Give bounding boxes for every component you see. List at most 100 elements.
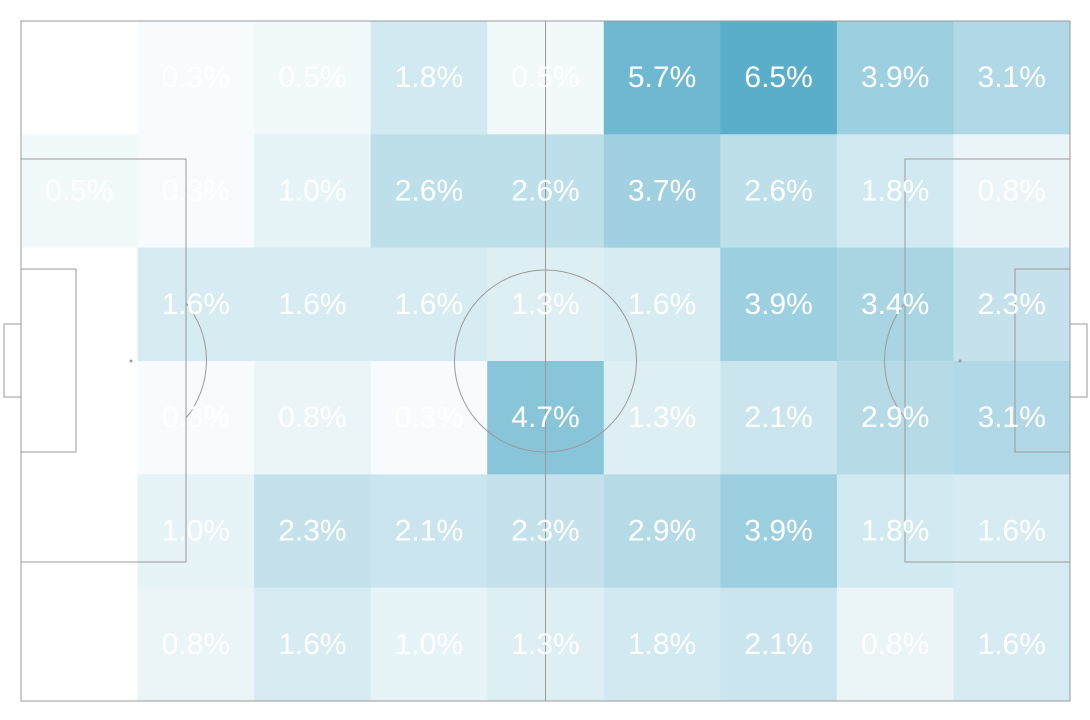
heatmap-label-r4-c6: 3.9% xyxy=(744,515,812,548)
heatmap-cell-r2-c6 xyxy=(720,247,838,362)
heatmap-label-r2-c2: 1.6% xyxy=(278,288,346,321)
heatmap-cell-r1-c8 xyxy=(953,134,1071,249)
heatmap-labels: 0.3% 0.5% 1.8% 0.5% 5.7% 6.5% 3.9% 3.1% 0.5% 0.3%… xyxy=(45,61,1046,661)
heatmap-label-r0-c2: 0.5% xyxy=(278,61,346,94)
heatmap-cell-r1-c7 xyxy=(836,134,954,249)
heatmap-cell-r3-c1 xyxy=(137,361,255,475)
heatmap-cell-r3-c5 xyxy=(603,361,721,475)
heatmap-label-r2-c7: 3.4% xyxy=(861,288,929,321)
heatmap-label-r1-c0: 0.5% xyxy=(45,175,113,208)
heatmap-label-r0-c5: 5.7% xyxy=(628,61,696,94)
heatmap-cell-r2-c2 xyxy=(254,247,372,362)
heatmap-cell-r2-c3 xyxy=(370,247,488,362)
heatmap-label-r2-c1: 1.6% xyxy=(162,288,230,321)
heatmap-cell-r5-c1 xyxy=(137,587,255,702)
heatmap-cell-r0-c7 xyxy=(836,21,954,135)
heatmap-cell-r0-c8 xyxy=(953,21,1071,135)
heatmap-label-r1-c6: 2.6% xyxy=(744,175,812,208)
heatmap-cell-r2-c5 xyxy=(603,247,721,362)
center-circle xyxy=(454,269,637,453)
heatmap-cell-r2-c7 xyxy=(836,247,954,362)
heatmap-label-r4-c5: 2.9% xyxy=(628,515,696,548)
heatmap-cell-r3-c6 xyxy=(720,361,838,475)
heatmap-cell-r1-c1 xyxy=(137,134,255,249)
heatmap-label-r5-c8: 1.6% xyxy=(978,628,1046,661)
heatmap-cell-r3-c8 xyxy=(953,361,1071,475)
heatmap-label-r5-c2: 1.6% xyxy=(278,628,346,661)
right-penalty-spot xyxy=(958,359,962,363)
heatmap-label-r1-c7: 1.8% xyxy=(861,175,929,208)
heatmap-cell-r5-c3 xyxy=(370,587,488,702)
heatmap-cell-r1-c3 xyxy=(370,134,488,249)
heatmap-cell-r5-c5 xyxy=(603,587,721,702)
heatmap-cell-r5-c0 xyxy=(21,587,139,702)
heatmap-cell-r2-c1 xyxy=(137,247,255,362)
left-goal xyxy=(3,323,22,398)
heatmap-label-r2-c8: 2.3% xyxy=(978,288,1046,321)
heatmap-label-r0-c3: 1.8% xyxy=(395,61,463,94)
heatmap-cell-r4-c6 xyxy=(720,474,838,589)
heatmap-cell-r5-c6 xyxy=(720,587,838,702)
heatmap-label-r5-c5: 1.8% xyxy=(628,628,696,661)
heatmap-cell-r5-c2 xyxy=(254,587,372,702)
heatmap-label-r4-c2: 2.3% xyxy=(278,515,346,548)
heatmap-cell-r4-c2 xyxy=(254,474,372,589)
heatmap-label-r3-c6: 2.1% xyxy=(744,401,812,434)
heatmap-cell-r4-c3 xyxy=(370,474,488,589)
heatmap-cell-r2-c8 xyxy=(953,247,1071,362)
heatmap-label-r1-c2: 1.0% xyxy=(278,175,346,208)
heatmap-label-r0-c7: 3.9% xyxy=(861,61,929,94)
heatmap-label-r0-c1: 0.3% xyxy=(162,61,230,94)
heatmap-label-r2-c5: 1.6% xyxy=(628,288,696,321)
right-penalty-arc xyxy=(884,302,906,419)
heatmap-label-r3-c5: 1.3% xyxy=(628,401,696,434)
left-penalty-arc xyxy=(185,302,207,419)
pitch-markings xyxy=(3,20,1088,702)
heatmap-cell-r4-c1 xyxy=(137,474,255,589)
heatmap-label-r4-c4: 2.3% xyxy=(511,515,579,548)
heatmap-label-r4-c7: 1.8% xyxy=(861,515,929,548)
heatmap-label-r0-c8: 3.1% xyxy=(978,61,1046,94)
heatmap-label-r1-c5: 3.7% xyxy=(628,175,696,208)
heatmap-label-r3-c4: 4.7% xyxy=(511,401,579,434)
heatmap-label-r1-c8: 0.8% xyxy=(978,175,1046,208)
heatmap-label-r4-c1: 1.0% xyxy=(162,515,230,548)
heatmap-cell-r3-c0 xyxy=(21,361,139,475)
heatmap-cell-r3-c2 xyxy=(254,361,372,475)
heatmap-cell-r5-c7 xyxy=(836,587,954,702)
heatmap-label-r1-c3: 2.6% xyxy=(395,175,463,208)
heatmap-cell-r2-c0 xyxy=(21,247,139,362)
heatmap-label-r5-c6: 2.1% xyxy=(744,628,812,661)
heatmap-label-r4-c8: 1.6% xyxy=(978,515,1046,548)
heatmap-label-r5-c4: 1.3% xyxy=(511,628,579,661)
heatmap-cell-r3-c3 xyxy=(370,361,488,475)
heatmap-cell-r4-c5 xyxy=(603,474,721,589)
heatmap-label-r0-c4: 0.5% xyxy=(511,61,579,94)
heatmap-label-r3-c2: 0.8% xyxy=(278,401,346,434)
heatmap-label-r2-c4: 1.3% xyxy=(511,288,579,321)
heatmap-cell-r1-c2 xyxy=(254,134,372,249)
right-goal xyxy=(1069,323,1088,398)
heatmap-label-r1-c1: 0.3% xyxy=(162,175,230,208)
heatmap-cell-r1-c5 xyxy=(603,134,721,249)
heatmap-cell-r4-c7 xyxy=(836,474,954,589)
heatmap-cell-r4-c0 xyxy=(21,474,139,589)
heatmap-cell-r0-c5 xyxy=(603,21,721,135)
left-penalty-spot xyxy=(129,359,133,363)
heatmap-label-r2-c3: 1.6% xyxy=(395,288,463,321)
heatmap-cell-r0-c1 xyxy=(137,21,255,135)
heatmap-cell-r0-c3 xyxy=(370,21,488,135)
heatmap-cell-r5-c8 xyxy=(953,587,1071,702)
heatmap-label-r5-c1: 0.8% xyxy=(162,628,230,661)
heatmap-cell-r1-c0 xyxy=(21,134,139,249)
heatmap-label-r5-c7: 0.8% xyxy=(861,628,929,661)
heatmap-cell-r1-c6 xyxy=(720,134,838,249)
heatmap-label-r3-c1: 0.3% xyxy=(162,401,230,434)
heatmap-label-r0-c6: 6.5% xyxy=(744,61,812,94)
heatmap-label-r2-c6: 3.9% xyxy=(744,288,812,321)
heatmap-cell-r0-c2 xyxy=(254,21,372,135)
heatmap-cell-r0-c0 xyxy=(21,21,139,135)
heatmap-label-r1-c4: 2.6% xyxy=(511,175,579,208)
heatmap-label-r3-c8: 3.1% xyxy=(978,401,1046,434)
